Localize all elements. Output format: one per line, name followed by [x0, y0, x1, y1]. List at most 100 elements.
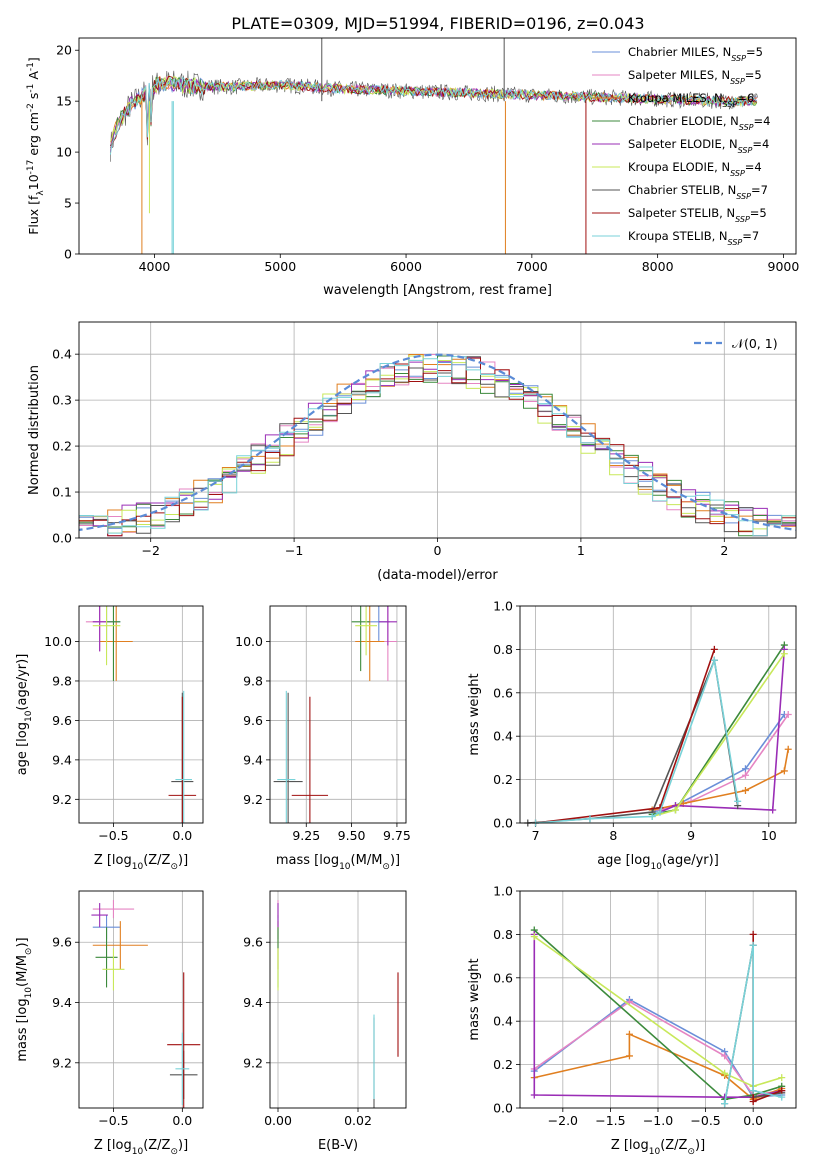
errorbar-points: [277, 900, 399, 1108]
label-part: ⊙: [170, 1147, 178, 1157]
weight-series-2: [534, 1032, 782, 1101]
label-part: (Z/Z: [660, 1138, 687, 1153]
legend-entry: Salpeter MILES, NSSP=5: [628, 68, 762, 86]
legend-part: SSP: [730, 169, 745, 178]
label-part: (M/M: [15, 955, 30, 987]
x-tick-label: 9: [687, 828, 695, 843]
weight-series-5: [651, 653, 785, 818]
y-tick-label: 0.6: [493, 970, 513, 985]
x-axis-label: age [log10(age/yr)]: [597, 853, 719, 872]
weight-marker: [784, 711, 792, 718]
label-part: ]: [26, 57, 41, 62]
legend-part: Salpeter MILES, N: [628, 68, 730, 82]
x-tick-label: −2.0: [548, 1113, 578, 1128]
label-part: 10: [339, 862, 351, 872]
label-part: -1: [26, 84, 36, 93]
y-tick-label: 15: [56, 94, 72, 109]
y-axis-label: mass [log10(M/M⊙)]: [15, 937, 34, 1061]
legend-part: SSP: [723, 100, 738, 109]
label-part: Z [log: [611, 1138, 649, 1153]
x-tick-label: −2: [141, 543, 159, 558]
y-tick-label: 9.2: [243, 1055, 263, 1070]
label-part: age [log: [15, 722, 30, 775]
label-part: )]: [695, 1138, 705, 1153]
weight-marker: [741, 771, 749, 779]
legend-entry: Chabrier STELIB, NSSP=7: [628, 183, 768, 201]
legend-part: Salpeter STELIB, N: [628, 206, 735, 220]
x-axis-label: Z [log10(Z/Z⊙)]: [611, 1138, 705, 1157]
label-part: (M/M: [351, 853, 383, 868]
label-part: 10: [650, 862, 662, 872]
x-tick-label: 8000: [642, 259, 674, 274]
legend-part: Kroupa STELIB, N: [628, 229, 728, 243]
axes-frame: [519, 890, 797, 1109]
x-tick-label: 9.25: [292, 828, 320, 843]
weight-series-8: [723, 945, 782, 1104]
y-tick-label: 9.4: [52, 995, 72, 1010]
weight-marker: [586, 815, 594, 823]
x-tick-label: 7000: [516, 259, 548, 274]
y-axis-label: mass weight: [467, 673, 482, 755]
weight-marker: [741, 765, 749, 773]
legend-entry: Salpeter ELODIE, NSSP=4: [628, 137, 769, 155]
y-tick-label: 0.0: [493, 816, 513, 831]
panel-age-vs-z: −0.5 0.09.29.49.69.810.0Z [log10(Z/Z⊙)]ag…: [15, 605, 204, 872]
label-part: ⊙: [24, 948, 34, 956]
legend-part: Kroupa ELODIE, N: [628, 160, 730, 174]
y-tick-label: 10.0: [44, 634, 72, 649]
label-part: 10: [649, 1147, 661, 1157]
weight-marker: [656, 808, 664, 816]
legend-entry: Salpeter STELIB, NSSP=5: [628, 206, 767, 224]
panel-age-vs-mass: 9.25 9.50 9.75 9.2 9.4 9.6 9.8 10.0 mass [log10(…: [235, 605, 411, 872]
label-part: mass weight: [467, 673, 482, 755]
legend-entry: Chabrier ELODIE, NSSP=4: [628, 114, 770, 132]
axes-frame: [78, 890, 204, 1109]
weight-series-8: [535, 657, 739, 824]
y-tick-label: 9.2: [52, 1055, 72, 1070]
y-tick-label: 0.6: [493, 685, 513, 700]
x-tick-label: 1: [577, 543, 585, 558]
y-axis-label: Flux [fλ10-17 erg cm-2 s-1 A-1]: [26, 57, 46, 235]
label-part: (data-model)/error: [377, 568, 498, 583]
panel-weight-vs-z: −2.0 −1.5 −1.0 −0.5 0.0 0.0 0.2 0.4 0.6 0.8 1.0 Z […: [467, 884, 797, 1157]
y-axis-label: Normed distribution: [27, 365, 42, 495]
weight-marker: [625, 1030, 633, 1038]
legend-entry: Kroupa MILES, NSSP=6: [628, 91, 754, 109]
label-part: mass [log: [15, 998, 30, 1061]
legend-part: =5: [746, 45, 763, 59]
weight-marker: [721, 1069, 729, 1077]
weight-marker: [778, 1074, 786, 1082]
y-tick-label: 10: [56, 145, 72, 160]
label-part: mass weight: [467, 958, 482, 1040]
weight-series-7: [752, 934, 782, 1103]
normal-curve: [79, 353, 796, 532]
y-tick-label: 0.8: [493, 642, 513, 657]
label-part: Z [log: [94, 853, 132, 868]
label-part: ⊙: [687, 1147, 695, 1157]
weight-marker: [721, 1100, 729, 1108]
label-part: -2: [26, 103, 36, 112]
weight-marker: [749, 941, 757, 949]
label-part: )]: [390, 853, 400, 868]
label-part: (age/yr)]: [15, 654, 30, 711]
panel-residual-histogram: −2 −1 0 1 2 0.0 0.1 0.2 0.3 0.4 (data-model)/error…: [27, 321, 797, 583]
weight-marker: [769, 806, 777, 814]
label-part: (Z/Z: [143, 853, 170, 868]
y-axis-label: mass weight: [467, 958, 482, 1040]
weight-marker: [749, 930, 757, 938]
errorbar-points: [91, 900, 201, 1108]
y-tick-label: 20: [56, 43, 72, 58]
legend-entry: Chabrier MILES, NSSP=5: [628, 45, 763, 63]
spectrum-series-7: [110, 75, 758, 147]
spectrum-series-8: [109, 76, 758, 155]
y-tick-label: 0.3: [52, 393, 72, 408]
legend-part: =6: [737, 91, 754, 105]
label-part: )]: [178, 1138, 188, 1153]
legend-entry: Kroupa ELODIE, NSSP=4: [628, 160, 762, 178]
label-part: 10: [132, 1147, 144, 1157]
histogram-series: [79, 353, 796, 537]
x-tick-label: 0.0: [743, 1113, 763, 1128]
label-part: Flux [f: [26, 195, 41, 235]
y-tick-label: 1.0: [493, 599, 513, 614]
